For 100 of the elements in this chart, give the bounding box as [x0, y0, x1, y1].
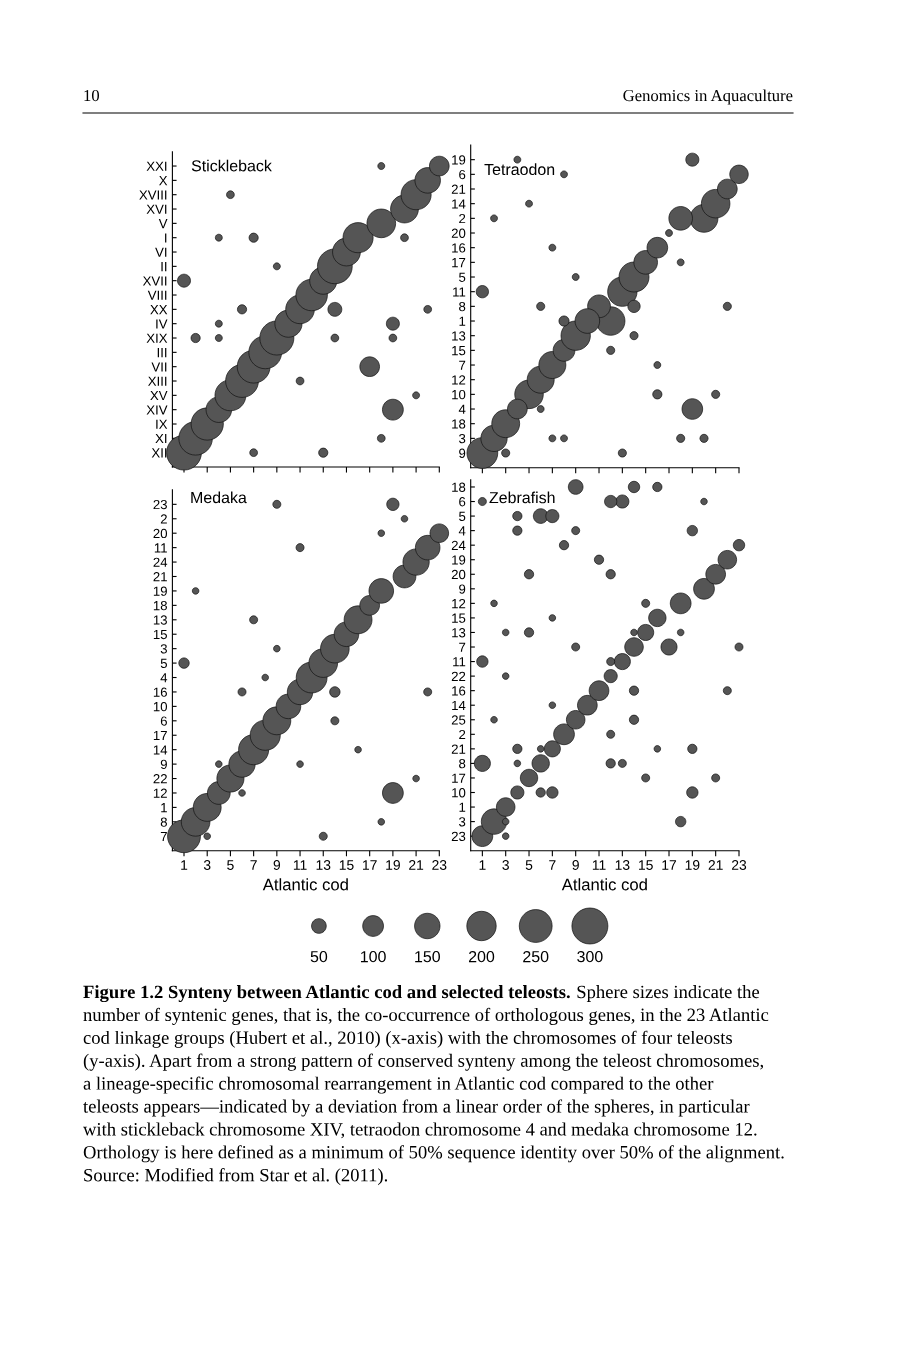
- y-tick-label: 5: [459, 511, 466, 521]
- x-axis-title: Atlantic cod: [262, 878, 348, 891]
- y-tick-label: 4: [160, 673, 168, 683]
- y-tick-label: 25: [451, 715, 466, 725]
- y-tick-label: 3: [459, 433, 466, 444]
- y-tick-label: 7: [459, 360, 466, 370]
- y-tick-label: 14: [452, 199, 466, 209]
- y-tick-label: 9: [459, 584, 466, 594]
- y-tick-label: 4: [458, 526, 466, 536]
- x-tick-label: 23: [432, 860, 447, 870]
- y-tick-label: 11: [453, 657, 466, 667]
- y-tick-label: 12: [452, 375, 466, 385]
- legend-label: 50: [310, 950, 328, 963]
- legend-label: 100: [360, 950, 386, 963]
- legend-label: 300: [577, 950, 603, 963]
- y-tick-label: 6: [459, 497, 466, 507]
- text: Genomics in Aquaculture: [623, 89, 793, 105]
- x-tick-label: 11: [293, 860, 307, 870]
- y-tick-label: 5: [459, 272, 466, 282]
- y-tick-label: IV: [156, 319, 168, 329]
- y-tick-label: 22: [153, 774, 167, 784]
- y-tick-label: 17: [153, 730, 167, 741]
- y-tick-label: IX: [156, 419, 168, 429]
- x-tick-label: 21: [708, 860, 723, 870]
- y-tick-label: 8: [459, 758, 466, 769]
- x-tick-label: 5: [525, 860, 533, 870]
- y-tick-label: 24: [451, 540, 466, 550]
- y-tick-label: I: [165, 233, 167, 243]
- text: Tetraodon: [484, 163, 555, 176]
- y-tick-label: 7: [160, 831, 167, 842]
- y-tick-label: 2: [459, 213, 466, 224]
- y-tick-label: 6: [459, 169, 466, 180]
- y-tick-label: 13: [452, 331, 466, 341]
- text: Orthology is here defined as a minimum of 50% sequence identity over 50% of the alignment.: [83, 1145, 784, 1163]
- caption: Figure 1.2 Synteny between Atlantic cod and selected teleosts.: [83, 985, 570, 1003]
- y-tick-label: 11: [154, 543, 167, 553]
- y-tick-label: 11: [453, 287, 466, 297]
- x-tick-label: 13: [316, 860, 331, 870]
- x-tick-label: 9: [572, 860, 579, 870]
- y-tick-label: 21: [451, 744, 466, 754]
- y-tick-label: 16: [452, 243, 466, 253]
- y-tick-label: 1: [459, 316, 466, 326]
- x-tick-label: 21: [409, 860, 424, 870]
- text: 10: [84, 89, 100, 102]
- x-tick-label: 19: [685, 860, 700, 870]
- legend-label: 150: [415, 950, 440, 963]
- x-tick-label: 17: [363, 860, 377, 870]
- y-tick-label: 12: [153, 788, 167, 798]
- y-tick-label: 16: [153, 687, 167, 697]
- y-tick-label: 3: [459, 817, 466, 827]
- text: teleosts appears—indicated by a deviation from a linear order of the spheres, in particular: [83, 1099, 750, 1117]
- x-tick-label: 1: [181, 860, 188, 870]
- y-tick-label: 15: [153, 629, 167, 640]
- x-tick-label: 23: [731, 860, 747, 870]
- x-tick-label: 1: [479, 860, 486, 870]
- legend-label: 250: [523, 950, 549, 963]
- y-tick-label: 22: [451, 671, 466, 681]
- y-tick-label: 23: [451, 831, 466, 842]
- y-tick-label: 14: [452, 700, 466, 710]
- y-tick-label: XVII: [142, 276, 167, 286]
- x-tick-label: 5: [227, 860, 234, 870]
- y-tick-label: XIII: [148, 376, 167, 386]
- text: with stickleback chromosome XIV, tetraodon chromosome 4 and medaka chromosome 12.: [83, 1122, 757, 1139]
- y-tick-label: 19: [452, 555, 466, 565]
- x-tick-label: 11: [592, 860, 606, 870]
- y-tick-label: 10: [153, 701, 168, 712]
- y-tick-label: XVIII: [139, 190, 167, 200]
- y-tick-label: 15: [452, 346, 466, 356]
- y-tick-label: 17: [452, 258, 466, 268]
- y-tick-label: II: [161, 262, 167, 272]
- y-tick-label: 4: [458, 404, 466, 414]
- x-tick-label: 3: [203, 860, 211, 870]
- y-tick-label: 20: [153, 528, 168, 539]
- y-tick-label: 9: [160, 759, 167, 770]
- text: Sphere sizes indicate the: [577, 985, 760, 1002]
- y-tick-label: 14: [153, 745, 168, 755]
- y-tick-label: VIII: [147, 290, 167, 300]
- y-tick-label: 19: [153, 586, 167, 596]
- y-tick-label: 21: [451, 184, 466, 194]
- x-tick-label: 7: [549, 860, 556, 870]
- x-axis-title: Atlantic cod: [561, 878, 647, 891]
- y-tick-label: X: [159, 176, 168, 186]
- y-tick-label: 2: [459, 729, 466, 740]
- y-tick-label: 7: [459, 642, 466, 652]
- y-tick-label: VI: [155, 247, 167, 257]
- y-tick-label: 24: [153, 557, 168, 567]
- x-tick-label: 9: [273, 860, 281, 870]
- text: (y-axis). Apart from a strong pattern of conserved synteny among the teleost chromosomes,: [83, 1053, 764, 1071]
- y-tick-label: V: [158, 219, 168, 229]
- x-tick-label: 15: [639, 860, 653, 870]
- y-tick-label: 21: [153, 572, 167, 582]
- y-tick-label: 8: [459, 301, 466, 312]
- y-tick-label: 9: [459, 448, 466, 458]
- chart-title: Stickleback: [191, 159, 272, 172]
- x-tick-label: 3: [502, 860, 509, 870]
- y-tick-label: 19: [452, 155, 466, 165]
- y-tick-label: 13: [452, 628, 466, 638]
- y-tick-label: XXI: [146, 161, 167, 171]
- y-tick-label: XIX: [146, 333, 168, 343]
- y-tick-label: XII: [151, 448, 167, 458]
